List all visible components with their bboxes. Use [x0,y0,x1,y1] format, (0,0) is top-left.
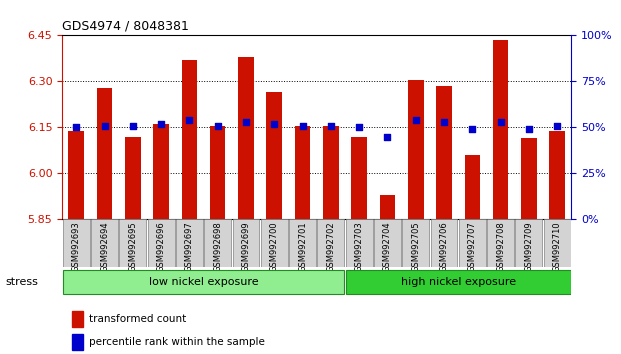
Bar [408,80,424,219]
Point [524,126,534,132]
Text: GSM992698: GSM992698 [213,221,222,272]
Text: GSM992709: GSM992709 [524,221,533,272]
Point [241,119,251,125]
Point [468,126,478,132]
Text: GSM992706: GSM992706 [440,221,448,272]
Bar [266,92,282,219]
Bar [323,126,338,219]
Text: percentile rank within the sample: percentile rank within the sample [89,337,265,347]
Text: GSM992699: GSM992699 [242,221,250,272]
Bar [72,311,83,327]
Bar [436,86,452,219]
Text: GSM992695: GSM992695 [129,221,137,272]
Text: GSM992705: GSM992705 [411,221,420,272]
Point [354,125,364,130]
FancyBboxPatch shape [148,219,175,267]
Bar [238,57,254,219]
Bar [521,138,537,219]
Point [71,125,81,130]
FancyBboxPatch shape [374,219,401,267]
Text: GSM992694: GSM992694 [100,221,109,272]
Text: stress: stress [5,277,38,287]
Text: GSM992702: GSM992702 [327,221,335,272]
Text: GSM992701: GSM992701 [298,221,307,272]
FancyBboxPatch shape [289,219,316,267]
FancyBboxPatch shape [544,219,571,267]
Text: GSM992697: GSM992697 [185,221,194,272]
FancyBboxPatch shape [459,219,486,267]
FancyBboxPatch shape [317,219,344,267]
FancyBboxPatch shape [119,219,147,267]
FancyBboxPatch shape [430,219,458,267]
FancyBboxPatch shape [515,219,542,267]
Text: transformed count: transformed count [89,314,186,324]
Text: low nickel exposure: low nickel exposure [149,277,258,287]
Bar [68,131,84,219]
Point [439,119,449,125]
Point [383,134,392,139]
FancyBboxPatch shape [204,219,231,267]
FancyBboxPatch shape [232,219,260,267]
Point [496,119,505,125]
Bar [351,137,367,219]
Bar [153,124,169,219]
FancyBboxPatch shape [346,219,373,267]
Bar [550,131,565,219]
Point [99,123,109,129]
Bar [379,195,395,219]
Point [297,123,307,129]
FancyBboxPatch shape [176,219,203,267]
Point [270,121,279,127]
Text: GSM992696: GSM992696 [156,221,166,272]
Point [410,117,420,123]
Bar [181,60,197,219]
Text: GSM992700: GSM992700 [270,221,279,272]
Text: GSM992704: GSM992704 [383,221,392,272]
FancyBboxPatch shape [91,219,118,267]
Point [128,123,138,129]
Text: GSM992693: GSM992693 [72,221,81,272]
Bar [72,334,83,350]
Text: GSM992707: GSM992707 [468,221,477,272]
FancyBboxPatch shape [346,270,571,294]
Text: GSM992703: GSM992703 [355,221,364,272]
Point [213,123,223,129]
Bar [295,126,310,219]
Bar [493,40,509,219]
Text: GSM992708: GSM992708 [496,221,505,272]
Text: GSM992710: GSM992710 [553,221,561,272]
FancyBboxPatch shape [402,219,429,267]
FancyBboxPatch shape [487,219,514,267]
FancyBboxPatch shape [261,219,288,267]
Point [156,121,166,127]
Point [552,123,562,129]
FancyBboxPatch shape [63,270,344,294]
Text: high nickel exposure: high nickel exposure [401,277,515,287]
Text: GDS4974 / 8048381: GDS4974 / 8048381 [62,20,189,33]
Bar [465,155,480,219]
Bar [125,137,140,219]
Point [184,117,194,123]
FancyBboxPatch shape [63,219,89,267]
Bar [97,87,112,219]
Bar [210,126,225,219]
Point [326,123,336,129]
